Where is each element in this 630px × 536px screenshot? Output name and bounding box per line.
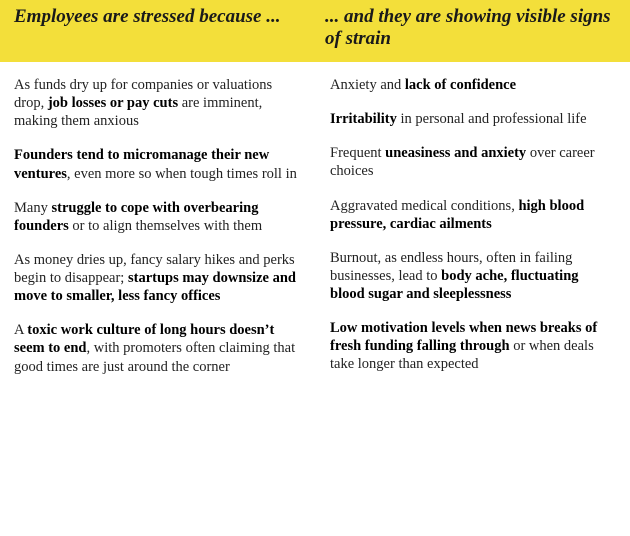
bold-text: lack of confidence [405, 77, 516, 93]
right-item-6: Low motivation levels when news breaks o… [330, 319, 616, 373]
right-column: Anxiety and lack of confidence Irritabil… [330, 76, 616, 392]
text: , even more so when tough times roll in [67, 166, 297, 182]
text: Many [14, 200, 51, 216]
text: Frequent [330, 145, 385, 161]
text: A [14, 322, 27, 338]
left-item-2: Founders tend to micromanage their new v… [14, 146, 300, 182]
right-item-2: Irritability in personal and professiona… [330, 110, 616, 128]
header-right: ... and they are showing visible signs o… [319, 0, 630, 62]
right-item-3: Frequent uneasiness and anxiety over car… [330, 144, 616, 180]
left-item-3: Many struggle to cope with overbearing f… [14, 199, 300, 235]
content-area: As funds dry up for companies or valuati… [0, 62, 630, 392]
bold-text: job losses or pay cuts [48, 95, 178, 111]
bold-text: uneasiness and anxiety [385, 145, 526, 161]
right-item-5: Burnout, as endless hours, often in fail… [330, 249, 616, 303]
right-item-1: Anxiety and lack of confidence [330, 76, 616, 94]
text: Aggravated medical conditions, [330, 198, 518, 214]
bold-text: Irritability [330, 111, 397, 127]
text: or to align themselves with them [69, 218, 262, 234]
left-column: As funds dry up for companies or valuati… [14, 76, 300, 392]
left-item-5: A toxic work culture of long hours doesn… [14, 321, 300, 375]
left-item-1: As funds dry up for companies or valuati… [14, 76, 300, 130]
text: Anxiety and [330, 77, 405, 93]
left-item-4: As money dries up, fancy salary hikes an… [14, 251, 300, 305]
right-item-4: Aggravated medical conditions, high bloo… [330, 197, 616, 233]
header-banner: Employees are stressed because ... ... a… [0, 0, 630, 62]
text: in personal and professional life [397, 111, 587, 127]
header-left: Employees are stressed because ... [0, 0, 319, 62]
